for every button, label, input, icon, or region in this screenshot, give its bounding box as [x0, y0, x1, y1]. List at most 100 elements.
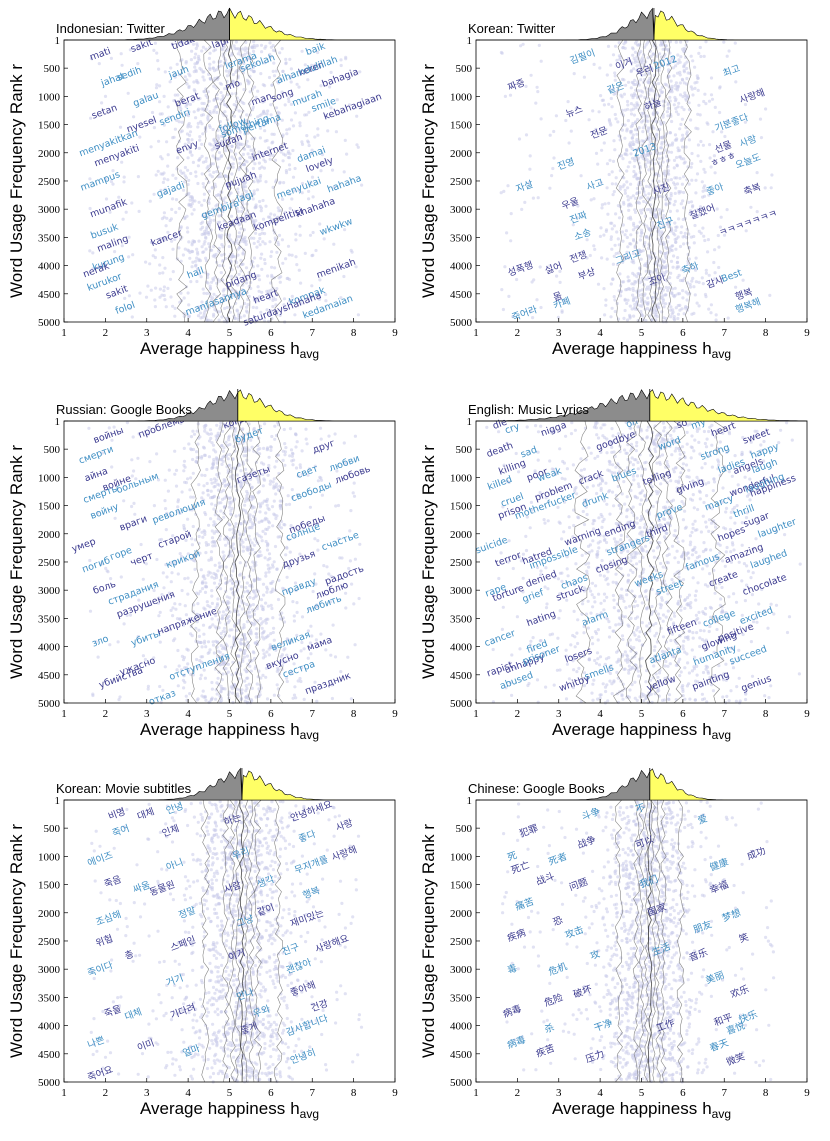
y-tick-label: 1 [467, 35, 473, 47]
background-point [239, 572, 243, 576]
background-point [200, 645, 204, 649]
background-point [206, 651, 210, 656]
background-point [709, 311, 713, 315]
background-point [182, 469, 186, 473]
background-point [228, 442, 232, 447]
background-point [723, 134, 727, 139]
background-point [216, 569, 220, 573]
background-point [89, 56, 93, 61]
background-point [627, 286, 631, 291]
background-point [670, 86, 674, 90]
background-point [232, 157, 236, 161]
background-point [690, 446, 694, 450]
background-point [211, 623, 215, 627]
background-point [642, 525, 647, 530]
background-point [153, 298, 157, 302]
background-point [592, 595, 596, 600]
background-point [534, 101, 538, 105]
background-point [165, 216, 169, 220]
background-point [261, 529, 265, 534]
background-point [607, 635, 612, 639]
y-tick-label: 3000 [450, 204, 473, 216]
background-point [658, 668, 662, 672]
word-label: gajadi [155, 180, 186, 200]
background-point [217, 279, 221, 283]
background-point [288, 550, 292, 554]
background-point [617, 216, 622, 220]
word-label: munafik [89, 197, 130, 221]
background-point [243, 509, 247, 513]
background-point [157, 614, 161, 618]
background-point [100, 101, 104, 105]
background-point [144, 260, 148, 264]
background-point [273, 236, 277, 240]
background-point [569, 432, 574, 436]
background-point [158, 640, 162, 644]
x-tick-label: 5 [227, 327, 233, 339]
x-tick-label: 1 [61, 327, 67, 339]
background-point [335, 98, 339, 102]
background-point [228, 500, 232, 504]
background-point [629, 108, 633, 112]
background-point [676, 84, 681, 88]
background-point [342, 170, 346, 174]
background-point [661, 294, 665, 298]
background-point [696, 112, 700, 116]
background-point [634, 296, 638, 300]
background-point [298, 224, 302, 228]
background-point [543, 521, 547, 525]
background-point [693, 293, 697, 297]
background-point [281, 159, 285, 163]
background-point [172, 99, 176, 103]
y-axis-label: Word Usage Frequency Rank r [7, 64, 26, 298]
background-point [174, 176, 178, 180]
background-point [499, 191, 503, 195]
background-point [166, 105, 170, 109]
background-point [122, 499, 126, 503]
background-point [262, 652, 266, 656]
background-point [215, 681, 219, 685]
background-point [599, 486, 603, 490]
background-point [689, 601, 693, 605]
background-point [207, 455, 211, 459]
background-point [151, 254, 155, 258]
y-tick-label: 5000 [38, 317, 61, 329]
background-point [536, 90, 540, 94]
background-point [210, 687, 214, 691]
background-point [241, 545, 246, 549]
background-point [229, 180, 233, 184]
background-point [169, 295, 173, 299]
background-point [657, 302, 661, 306]
background-point [225, 580, 230, 584]
background-point [640, 601, 644, 605]
background-point [298, 233, 302, 237]
background-point [673, 449, 677, 453]
background-point [718, 440, 722, 444]
background-point [212, 576, 216, 580]
background-point [601, 98, 606, 102]
background-point [202, 70, 206, 74]
x-axis-label: Average happiness havg [140, 339, 319, 361]
background-point [252, 236, 256, 240]
background-point [645, 624, 649, 628]
background-point [267, 570, 271, 574]
background-point [626, 198, 630, 202]
word-label: sendiri [158, 107, 192, 128]
word-label: 축복 [742, 182, 762, 198]
background-point [244, 585, 248, 590]
background-point [175, 62, 179, 66]
background-point [633, 50, 638, 54]
background-point [673, 183, 677, 187]
background-point [602, 233, 606, 237]
background-point [657, 179, 661, 183]
panel-title: Russian: Google Books [56, 402, 192, 417]
background-point [191, 429, 195, 433]
background-point [182, 686, 186, 690]
background-point [275, 287, 279, 291]
background-point [207, 124, 212, 128]
histogram-above-mean [237, 389, 395, 422]
background-point [215, 640, 219, 644]
background-point [675, 265, 679, 269]
background-point [755, 210, 759, 214]
background-point [643, 162, 648, 167]
